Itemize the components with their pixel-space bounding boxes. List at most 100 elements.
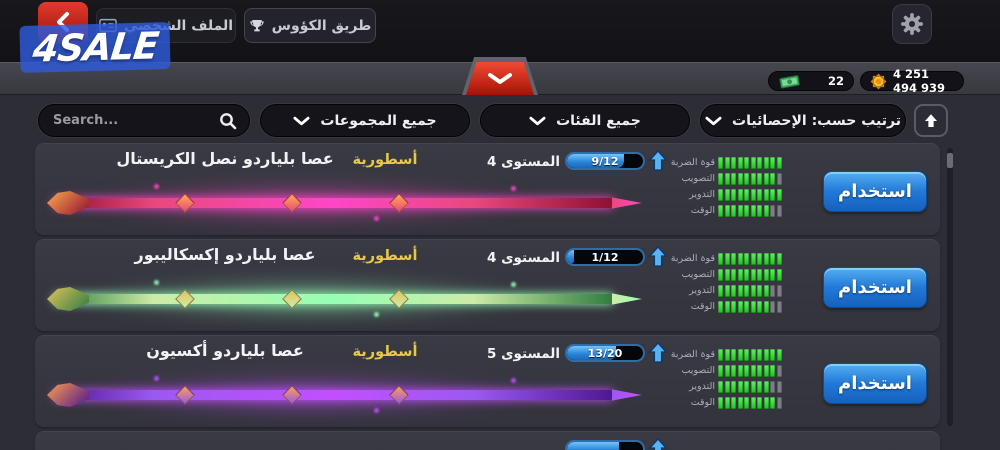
stat-segments: [718, 252, 782, 265]
cue-stats: قوة الضربة التصويب التدوير الوقت: [663, 252, 823, 316]
cue-row: عصا بلياردو أكسيون أسطورية المستوى 5 13/…: [35, 335, 940, 427]
tab-profile[interactable]: الملف الشخصي: [96, 8, 236, 43]
stat-segments: [718, 364, 782, 377]
chevron-down-icon: [529, 116, 546, 126]
level-label: المستوى 4: [487, 154, 560, 170]
stat-segments: [718, 284, 782, 297]
profile-card-icon: [99, 18, 117, 33]
use-button[interactable]: استخدام: [823, 267, 927, 308]
tab-trophy-road-label: طريق الكؤوس: [271, 17, 372, 34]
cue-name: عصا بلياردو أكسيون: [146, 341, 304, 360]
stat-row: التدوير: [663, 188, 823, 201]
stat-segments: [718, 268, 782, 281]
stat-row: قوة الضربة: [663, 156, 823, 169]
upgrade-arrow-icon: [647, 149, 669, 173]
chevron-down-icon: [705, 116, 722, 126]
categories-dropdown-label: جميع الفئات: [556, 112, 641, 129]
sort-dropdown-label: ترتيب حسب: الإحصائيات: [732, 112, 901, 129]
cue-name: عصا بلياردو إكسكاليبور: [134, 245, 316, 264]
stat-segments: [718, 188, 782, 201]
collapse-panel-button[interactable]: [462, 57, 538, 95]
stat-segments: [718, 172, 782, 185]
progress-fill: [567, 346, 617, 360]
rarity-label: أسطورية: [352, 152, 418, 168]
stat-label: الوقت: [690, 205, 715, 216]
use-button[interactable]: استخدام: [823, 171, 927, 212]
stat-row: الوقت: [663, 300, 823, 313]
cue-stats: قوة الضربة التصويب التدوير الوقت: [663, 156, 823, 220]
scroll-top-button[interactable]: [914, 104, 948, 137]
cue-stats: قوة الضربة التصويب التدوير الوقت: [663, 348, 823, 412]
stat-row: الوقت: [663, 204, 823, 217]
stat-label: التدوير: [689, 189, 715, 200]
cue-image: [47, 274, 642, 324]
cue-list: عصا بلياردو نصل الكريستال أسطورية المستو…: [35, 143, 940, 450]
gear-icon: [899, 11, 925, 37]
stat-segments: [718, 156, 782, 169]
upgrade-arrow-icon: [647, 437, 669, 450]
chevron-left-icon: [54, 11, 72, 33]
scrollbar-thumb[interactable]: [947, 153, 953, 168]
stat-row: قوة الضربة: [663, 252, 823, 265]
cue-image: [47, 178, 642, 228]
rarity-label: أسطورية: [352, 248, 418, 264]
progress-bar: [565, 440, 645, 450]
progress-fill: [567, 442, 619, 450]
chevron-down-icon: [487, 72, 513, 85]
stat-segments: [718, 204, 782, 217]
search-bar[interactable]: [38, 104, 250, 137]
cash-amount: 22: [827, 74, 844, 88]
cue-row: استخدام: [35, 431, 940, 450]
settings-button[interactable]: [892, 4, 932, 44]
progress-text: 1/12: [591, 251, 619, 264]
progress-fill: [567, 250, 574, 264]
stat-label: الوقت: [690, 301, 715, 312]
level-label: المستوى 4: [487, 250, 560, 266]
cue-image: [47, 370, 642, 420]
stat-label: التدوير: [689, 381, 715, 392]
top-bar: الملف الشخصي طريق الكؤوس: [0, 0, 1000, 62]
stat-row: التصويب: [663, 268, 823, 281]
collections-dropdown[interactable]: جميع المجموعات: [260, 104, 470, 137]
progress-bar: 9/12: [565, 152, 645, 170]
cash-icon: [778, 73, 802, 90]
stat-label: قوة الضربة: [670, 157, 715, 168]
coins-counter[interactable]: 4 251 494 939: [860, 67, 964, 95]
stat-label: التصويب: [681, 173, 715, 184]
stat-row: التصويب: [663, 364, 823, 377]
progress-text: 9/12: [591, 155, 619, 168]
progress-bar: 13/20: [565, 344, 645, 362]
progress-text: 13/20: [587, 347, 623, 360]
stat-label: قوة الضربة: [670, 253, 715, 264]
cue-name: عصا بلياردو نصل الكريستال: [116, 149, 334, 168]
stat-segments: [718, 300, 782, 313]
stat-label: التصويب: [681, 365, 715, 376]
tab-trophy-road[interactable]: طريق الكؤوس: [244, 8, 376, 43]
stat-row: التصويب: [663, 172, 823, 185]
arrow-up-icon: [922, 112, 940, 130]
stat-segments: [718, 348, 782, 361]
coin-icon: [870, 73, 887, 90]
stat-label: قوة الضربة: [670, 349, 715, 360]
stat-row: التدوير: [663, 380, 823, 393]
stat-label: الوقت: [690, 397, 715, 408]
search-icon: [219, 112, 237, 130]
search-input[interactable]: [51, 112, 201, 129]
stat-label: التدوير: [689, 285, 715, 296]
scrollbar-track[interactable]: [947, 148, 953, 426]
stat-row: قوة الضربة: [663, 348, 823, 361]
use-button[interactable]: استخدام: [823, 363, 927, 404]
trophy-icon: [249, 18, 265, 34]
collections-dropdown-label: جميع المجموعات: [320, 112, 437, 129]
rarity-label: أسطورية: [352, 344, 418, 360]
back-button[interactable]: [38, 2, 88, 42]
upgrade-arrow-icon: [647, 341, 669, 365]
stat-segments: [718, 396, 782, 409]
categories-dropdown[interactable]: جميع الفئات: [480, 104, 690, 137]
cue-row: عصا بلياردو إكسكاليبور أسطورية المستوى 4…: [35, 239, 940, 331]
stat-label: التصويب: [681, 269, 715, 280]
level-label: المستوى 5: [487, 346, 560, 362]
cash-counter[interactable]: 22: [768, 71, 854, 91]
sort-dropdown[interactable]: ترتيب حسب: الإحصائيات: [700, 104, 906, 137]
